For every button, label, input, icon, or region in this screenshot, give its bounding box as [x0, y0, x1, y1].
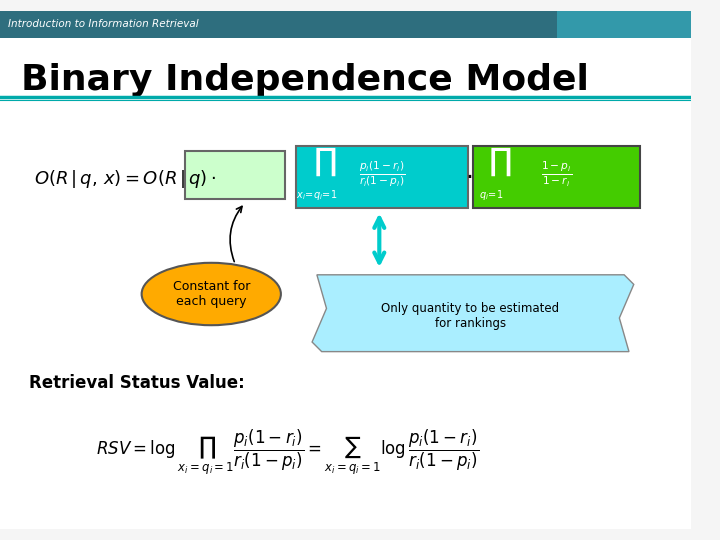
- Ellipse shape: [142, 263, 281, 325]
- FancyBboxPatch shape: [185, 151, 285, 199]
- Text: Constant for
each query: Constant for each query: [173, 280, 250, 308]
- FancyBboxPatch shape: [557, 11, 691, 38]
- Text: Only quantity to be estimated
for rankings: Only quantity to be estimated for rankin…: [382, 302, 559, 330]
- FancyBboxPatch shape: [474, 146, 641, 207]
- Text: $\cdot$: $\cdot$: [465, 164, 472, 188]
- Text: $\frac{p_i(1-r_i)}{r_i(1-p_i)}$: $\frac{p_i(1-r_i)}{r_i(1-p_i)}$: [359, 159, 405, 189]
- Polygon shape: [312, 275, 634, 352]
- Text: $x_i\!=\!q_i\!=\!1$: $x_i\!=\!q_i\!=\!1$: [296, 188, 338, 202]
- Text: Introduction to Information Retrieval: Introduction to Information Retrieval: [8, 19, 198, 29]
- Text: $\prod$: $\prod$: [487, 145, 511, 178]
- Text: $\prod$: $\prod$: [313, 145, 336, 178]
- Text: Retrieval Status Value:: Retrieval Status Value:: [29, 374, 245, 393]
- FancyBboxPatch shape: [296, 146, 468, 207]
- FancyArrowPatch shape: [230, 206, 242, 262]
- Text: $RSV = \log\prod_{x_i=q_i=1}\dfrac{p_i(1-r_i)}{r_i(1-p_i)} = \sum_{x_i=q_i=1}\lo: $RSV = \log\prod_{x_i=q_i=1}\dfrac{p_i(1…: [96, 428, 479, 477]
- FancyBboxPatch shape: [0, 11, 691, 38]
- FancyBboxPatch shape: [0, 38, 691, 529]
- Text: $q_i\!=\!1$: $q_i\!=\!1$: [480, 188, 504, 202]
- Text: $O(R\,|\,q,\,x) = O(R\,|\,q)\cdot$: $O(R\,|\,q,\,x) = O(R\,|\,q)\cdot$: [34, 168, 216, 190]
- Text: Binary Independence Model: Binary Independence Model: [21, 63, 589, 97]
- Text: $\frac{1-p_i}{1-r_i}$: $\frac{1-p_i}{1-r_i}$: [541, 159, 572, 189]
